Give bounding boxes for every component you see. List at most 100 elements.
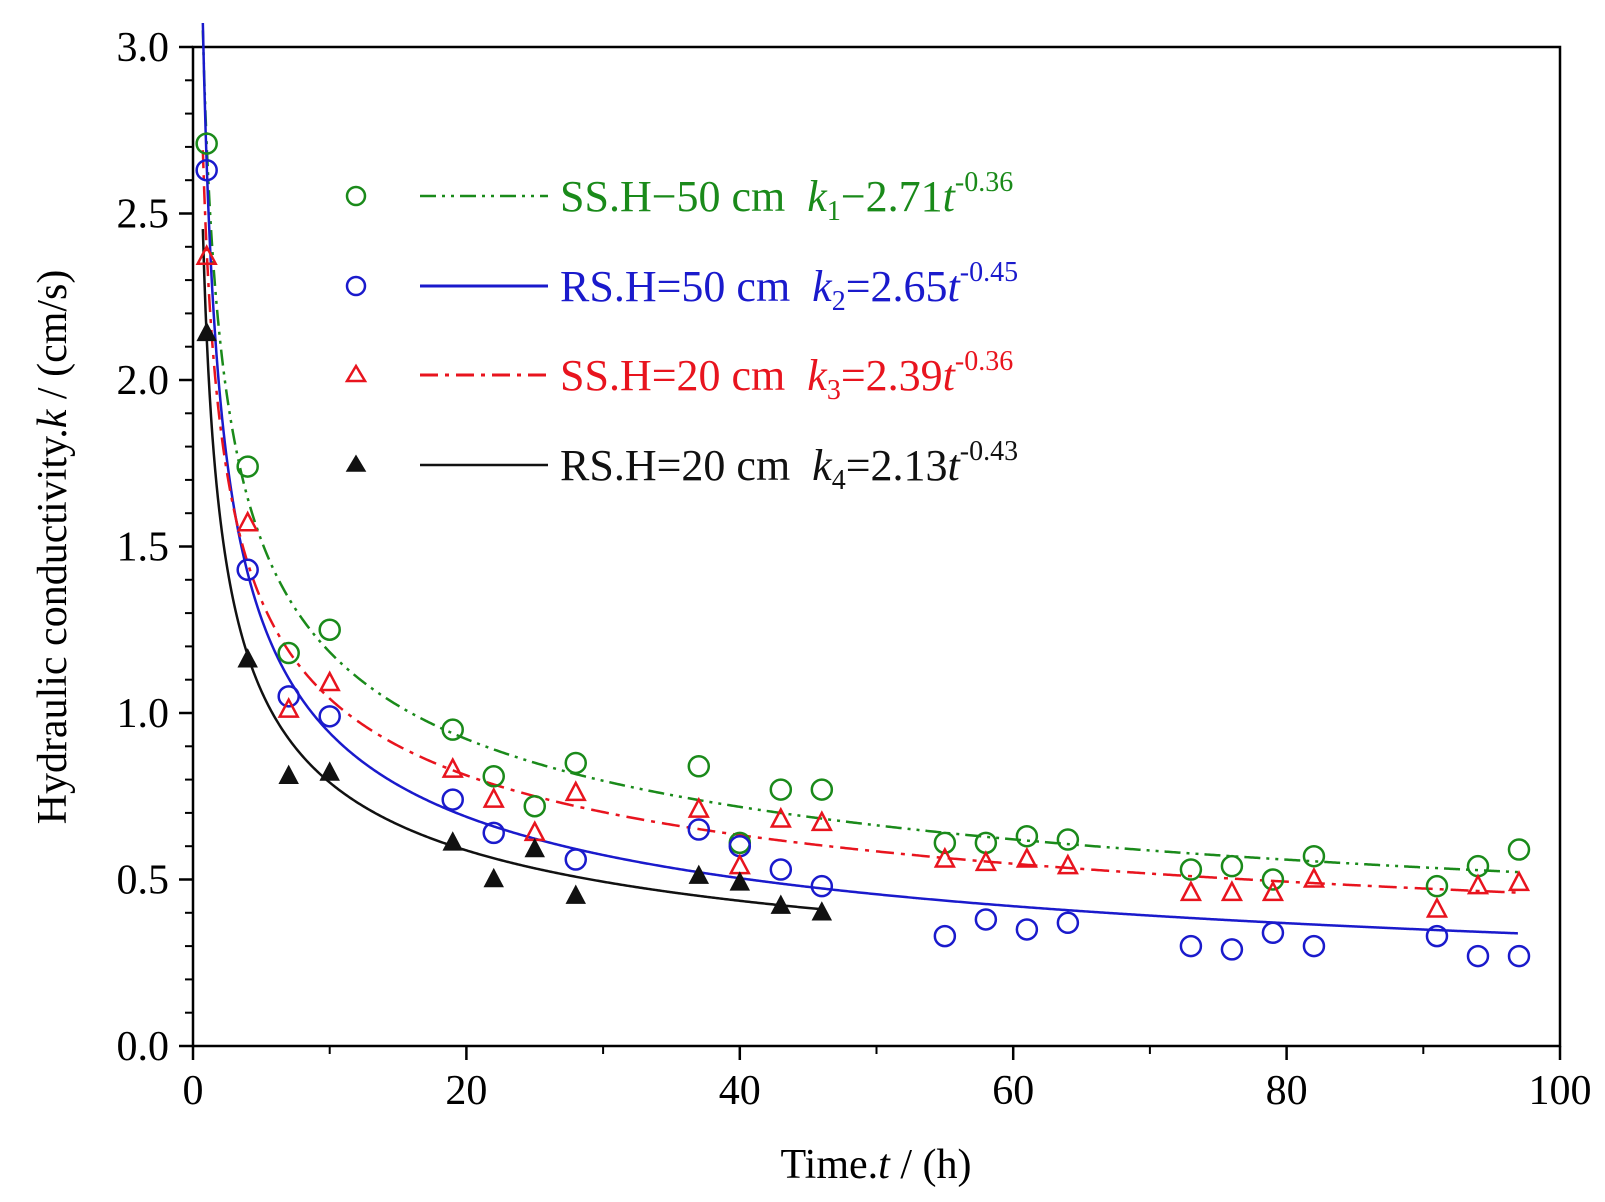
data-point-s4 — [688, 864, 710, 884]
legend-marker-s4 — [345, 454, 367, 472]
data-point-s3 — [933, 846, 956, 868]
x-tick-label: 100 — [1529, 1068, 1592, 1114]
legend-entry-s1: SS.H−50 cm k1−2.71t-0.36 — [345, 167, 1013, 227]
data-point-s2 — [1466, 944, 1490, 968]
data-point-s4 — [278, 764, 299, 785]
data-point-s1 — [1507, 838, 1531, 861]
legend-entry-s4: RS.H=20 cm k4=2.13t-0.43 — [345, 436, 1018, 496]
data-point-s2 — [482, 821, 505, 845]
data-point-s2 — [277, 685, 300, 708]
fit-curve-s4 — [201, 229, 821, 911]
data-point-s3 — [482, 786, 505, 808]
data-point-s1 — [195, 132, 218, 155]
legend-label-s2: RS.H=50 cm k2=2.65t-0.45 — [560, 257, 1018, 317]
data-point-s2 — [687, 818, 711, 841]
data-point-s2 — [810, 874, 834, 898]
y-tick-label: 3.0 — [117, 25, 170, 71]
data-point-s2 — [1507, 944, 1531, 968]
data-point-s3 — [564, 780, 587, 802]
data-point-s3 — [769, 806, 792, 828]
data-point-s1 — [687, 755, 711, 778]
x-tick-label: 60 — [992, 1068, 1034, 1114]
data-point-s3 — [974, 850, 997, 872]
data-point-s4 — [770, 894, 792, 914]
data-point-s4 — [237, 648, 258, 668]
data-point-s1 — [277, 641, 300, 665]
data-point-s1 — [1425, 874, 1449, 898]
legend-entry-s3: SS.H=20 cm k3=2.39t-0.36 — [344, 346, 1013, 406]
data-point-s1 — [441, 718, 464, 741]
legend-label-s3: SS.H=20 cm k3=2.39t-0.36 — [560, 346, 1013, 406]
data-point-s3 — [1015, 846, 1038, 868]
data-point-s2 — [1015, 918, 1039, 941]
y-tick-label: 0.5 — [117, 858, 170, 904]
y-tick-label: 1.5 — [117, 525, 170, 571]
x-axis-title: Time.t / (h) — [781, 1142, 972, 1188]
y-axis-ticks — [179, 45, 193, 1048]
data-markers — [195, 132, 1531, 968]
fit-curves — [201, 22, 1518, 935]
fit-curve-s2 — [201, 22, 1518, 935]
data-point-s1 — [1220, 854, 1244, 878]
y-tick-label: 2.5 — [117, 192, 170, 238]
data-point-s1 — [933, 831, 957, 855]
data-point-s2 — [564, 848, 588, 871]
data-point-s2 — [1425, 924, 1449, 948]
data-point-s1 — [1179, 858, 1203, 881]
y-tick-label: 1.0 — [117, 691, 170, 737]
data-point-s3 — [1179, 880, 1202, 902]
data-point-s1 — [523, 794, 546, 818]
data-point-s1 — [1015, 824, 1039, 848]
y-tick-label: 2.0 — [117, 358, 170, 404]
data-point-s2 — [236, 558, 259, 582]
legend-marker-s3 — [344, 363, 368, 383]
data-point-s2 — [1056, 911, 1080, 935]
data-point-s2 — [974, 908, 998, 931]
y-axis-title: Hydraulic conductivity.k / (cm/s) — [30, 270, 76, 825]
data-point-s4 — [524, 837, 545, 858]
data-point-s4 — [565, 884, 587, 904]
data-point-s4 — [811, 901, 833, 921]
data-point-s3 — [1507, 870, 1531, 892]
legend-label-s1: SS.H−50 cm k1−2.71t-0.36 — [560, 167, 1013, 227]
x-tick-label: 0 — [183, 1068, 204, 1114]
data-point-s3 — [195, 244, 218, 266]
data-point-s4 — [729, 871, 751, 891]
fit-curve-s1 — [201, 30, 1518, 874]
x-tick-label: 40 — [719, 1068, 761, 1114]
data-point-s3 — [1302, 866, 1326, 888]
data-point-s2 — [769, 858, 793, 881]
data-point-s4 — [319, 761, 340, 781]
data-point-s1 — [482, 765, 505, 788]
legend-marker-s2 — [345, 275, 367, 297]
legend-marker-s1 — [345, 185, 367, 207]
data-point-s3 — [1056, 853, 1079, 875]
data-point-s1 — [1302, 844, 1326, 868]
data-point-s2 — [318, 705, 341, 728]
data-point-s3 — [1425, 896, 1449, 918]
data-point-s4 — [196, 321, 217, 342]
data-point-s2 — [195, 158, 218, 182]
data-point-s3 — [810, 810, 833, 832]
data-point-s3 — [277, 696, 300, 718]
y-tick-label: 0.0 — [117, 1024, 170, 1070]
data-point-s2 — [1220, 938, 1244, 961]
data-point-s2 — [1302, 934, 1326, 958]
data-point-s3 — [687, 796, 710, 818]
x-tick-label: 20 — [445, 1068, 487, 1114]
legend: SS.H−50 cm k1−2.71t-0.36 RS.H=50 cm k2=2.6… — [344, 167, 1018, 496]
data-point-s1 — [1056, 828, 1080, 851]
data-point-s1 — [810, 778, 834, 801]
y-axis-tick-labels: 0.0 0.5 1.0 1.5 2.0 2.5 3.0 — [117, 25, 170, 1070]
data-point-s2 — [933, 924, 957, 948]
x-axis-tick-labels: 0 20 40 60 80 100 — [183, 1068, 1592, 1114]
data-point-s4 — [442, 831, 463, 851]
data-point-s3 — [318, 670, 341, 692]
data-point-s1 — [236, 455, 259, 478]
data-point-s2 — [441, 788, 464, 811]
fit-curve-s3 — [201, 150, 1518, 894]
data-point-s4 — [483, 867, 504, 888]
data-point-s1 — [564, 751, 588, 775]
data-point-s3 — [236, 510, 259, 532]
